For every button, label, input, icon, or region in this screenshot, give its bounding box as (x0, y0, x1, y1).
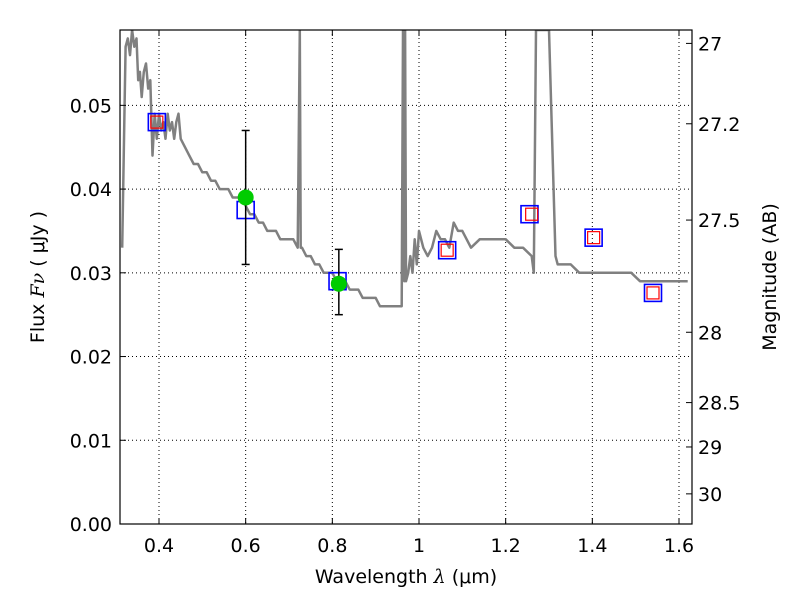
observed-band-point (525, 207, 539, 221)
x-tick-label: 1.6 (664, 535, 694, 557)
right-axis-title: Magnitude (AB) (759, 203, 781, 351)
plot-frame (119, 29, 693, 525)
y-axis: 0.00 0.01 0.02 0.03 0.04 0.05 (70, 95, 126, 536)
right-tick-label: 27 (698, 33, 722, 55)
x-tick-label: 0.6 (231, 535, 261, 557)
y-tick-label: 0.03 (70, 263, 112, 285)
right-tick-label: 30 (698, 484, 722, 506)
x-tick-label: 0.8 (317, 535, 347, 557)
right-tick-label: 27.5 (698, 210, 740, 232)
right-tick-label: 29 (698, 437, 722, 459)
model-photometry-point (584, 228, 603, 247)
right-tick-label: 27.2 (698, 114, 740, 136)
y-tick-label: 0.04 (70, 179, 112, 201)
observed-band-point (646, 286, 660, 300)
model-photometry-point (643, 283, 663, 303)
model-photometry-point (437, 240, 457, 260)
model-sed-line (120, 30, 688, 308)
x-tick-label: 1 (413, 535, 425, 557)
right-tick-label: 28.5 (698, 393, 740, 415)
observed-band-point (587, 231, 601, 245)
plot-area (120, 30, 688, 316)
x-axis-title: Wavelength λ (μm) (315, 566, 497, 588)
y-tick-label: 0.01 (70, 430, 112, 452)
observed-band-point (150, 115, 164, 129)
y-axis-title: Flux Fν ( μJy ) (27, 211, 49, 343)
x-tick-label: 1.4 (577, 535, 607, 557)
x-tick-label: 1.2 (491, 535, 521, 557)
x-axis: 0.4 0.6 0.8 1 1.2 1.4 1.6 (144, 30, 694, 557)
x-tick-label: 0.4 (144, 535, 174, 557)
observed-band-point (440, 243, 454, 257)
observed-point (237, 189, 254, 206)
y-tick-label: 0.05 (70, 95, 112, 117)
right-axis: 27 27.2 27.5 28 28.5 29 30 (686, 33, 740, 506)
model-photometry-point (147, 112, 167, 132)
y-tick-label: 0.02 (70, 347, 112, 369)
y-tick-label: 0.00 (70, 514, 112, 536)
observed-point (330, 275, 347, 292)
right-tick-label: 28 (698, 322, 722, 344)
